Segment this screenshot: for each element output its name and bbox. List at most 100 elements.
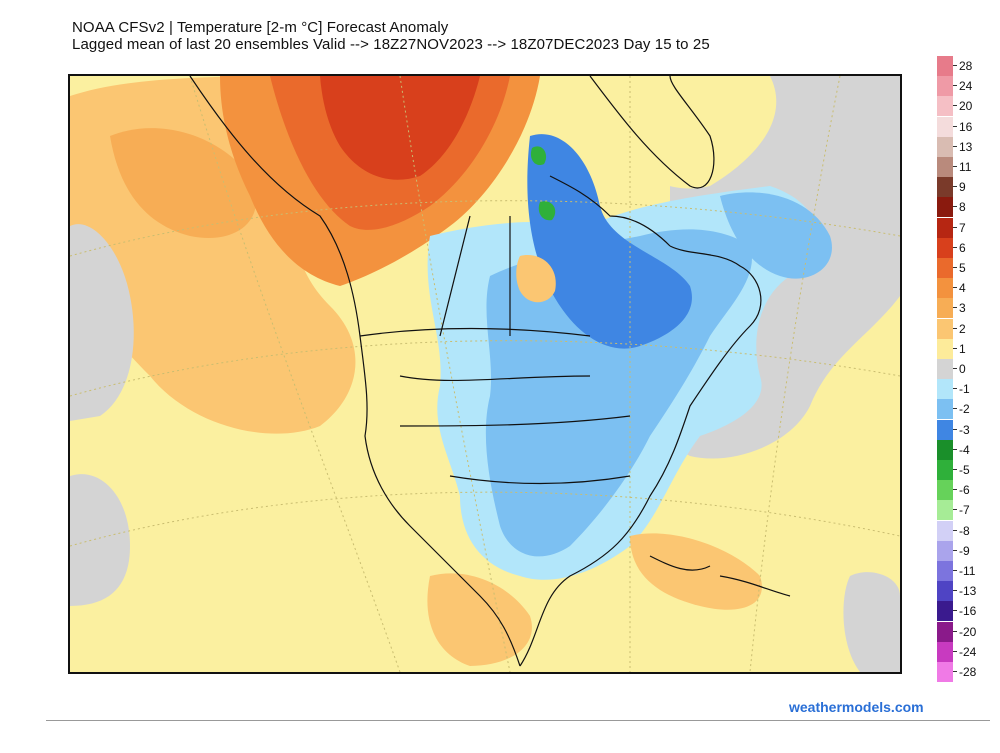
- legend-entry: 11: [937, 157, 993, 177]
- legend-entry: 0: [937, 359, 993, 379]
- legend-label: -13: [959, 584, 977, 599]
- legend-label: 6: [959, 240, 966, 255]
- legend-label: 9: [959, 180, 966, 195]
- legend-tick: [953, 388, 957, 390]
- anomaly-region-hudson-bay: [516, 255, 556, 303]
- legend-swatch: [937, 177, 953, 198]
- legend-label: -16: [959, 604, 977, 619]
- legend-tick: [953, 610, 957, 612]
- legend-tick: [953, 428, 957, 430]
- legend-tick: [953, 368, 957, 369]
- legend-tick: [953, 166, 957, 167]
- legend-tick: [953, 287, 957, 289]
- credit-text[interactable]: weathermodels.com: [789, 699, 924, 715]
- legend-entry: 2: [937, 318, 993, 339]
- legend-swatch: [937, 76, 953, 97]
- legend-label: 20: [959, 99, 973, 114]
- legend-swatch: [937, 237, 953, 258]
- legend-tick: [953, 469, 957, 470]
- legend-swatch: [937, 258, 953, 278]
- legend-label: -4: [959, 442, 970, 457]
- legend-swatch: [937, 359, 953, 379]
- legend-entry: 28: [937, 56, 993, 76]
- legend-tick: [953, 650, 957, 652]
- anomaly-region-nw-canada-hottest: [320, 76, 480, 180]
- anomaly-region-baffin-green: [530, 146, 547, 166]
- legend-label: 11: [959, 160, 972, 174]
- legend-swatch: [937, 399, 953, 420]
- legend-tick: [953, 226, 957, 228]
- legend-swatch: [937, 641, 953, 662]
- legend-swatch: [937, 439, 953, 460]
- legend-swatch: [937, 460, 953, 480]
- legend-tick: [953, 85, 957, 87]
- legend-tick: [953, 125, 957, 127]
- legend-label: -3: [959, 422, 970, 437]
- legend-label: 7: [959, 220, 966, 235]
- legend-entry: 5: [937, 258, 993, 278]
- legend-label: 2: [959, 321, 966, 336]
- legend-swatch: [937, 601, 953, 622]
- legend-tick: [953, 408, 957, 410]
- map-graticule: [70, 76, 900, 672]
- legend-swatch: [937, 662, 953, 682]
- anomaly-region-east-cold-3: [527, 134, 692, 349]
- legend-swatch: [937, 56, 953, 76]
- legend-entry: -11: [937, 561, 993, 581]
- legend-tick: [953, 186, 957, 188]
- legend-swatch: [937, 96, 953, 117]
- legend-label: 0: [959, 362, 966, 376]
- legend-swatch: [937, 278, 953, 299]
- legend-entry: -4: [937, 439, 993, 460]
- anomaly-map: [68, 74, 902, 674]
- map-coastlines: [189, 76, 791, 667]
- legend-label: 5: [959, 261, 966, 275]
- legend-swatch: [937, 338, 953, 359]
- legend-tick: [953, 590, 957, 592]
- legend-tick: [953, 347, 957, 349]
- legend-label: -20: [959, 624, 977, 639]
- legend-entry: 16: [937, 116, 993, 137]
- legend-label: 24: [959, 79, 973, 94]
- legend-entry: -7: [937, 500, 993, 521]
- legend-tick: [953, 246, 957, 248]
- legend-label: 1: [959, 341, 966, 356]
- legend-swatch: [937, 540, 953, 561]
- legend-entry: 9: [937, 177, 993, 198]
- anomaly-region-greenland: [620, 76, 777, 189]
- anomaly-region-labrador-cold: [720, 192, 832, 279]
- legend-swatch: [937, 500, 953, 521]
- legend-entry: -20: [937, 621, 993, 642]
- legend-swatch: [937, 197, 953, 218]
- legend-swatch: [937, 116, 953, 137]
- legend-label: -11: [959, 564, 976, 578]
- legend-swatch: [937, 298, 953, 319]
- legend-label: -28: [959, 665, 977, 679]
- legend-label: -2: [959, 402, 970, 417]
- chart-title: NOAA CFSv2 | Temperature [2-m °C] Foreca…: [72, 19, 710, 53]
- legend-swatch: [937, 136, 953, 157]
- legend-tick: [953, 509, 957, 511]
- legend-swatch: [937, 217, 953, 238]
- anomaly-map-svg: [70, 76, 900, 672]
- legend-tick: [953, 327, 957, 329]
- legend-label: 28: [959, 59, 973, 73]
- title-line-2: Lagged mean of last 20 ensembles Valid -…: [72, 36, 710, 53]
- legend-entry: -28: [937, 662, 993, 682]
- legend-entry: 4: [937, 278, 993, 299]
- legend-entry: -13: [937, 581, 993, 602]
- legend-entry: -9: [937, 540, 993, 561]
- legend-tick: [953, 105, 957, 107]
- legend-tick: [953, 145, 957, 147]
- legend-swatch: [937, 581, 953, 602]
- anomaly-region-caribbean-warm: [630, 533, 762, 610]
- legend-swatch: [937, 621, 953, 642]
- bottom-divider: [46, 720, 990, 721]
- legend-label: 4: [959, 281, 966, 296]
- legend-label: -1: [959, 382, 970, 397]
- legend-tick: [953, 570, 957, 571]
- anomaly-region-pacific-neutral: [70, 224, 134, 421]
- legend-label: -9: [959, 543, 970, 558]
- legend-tick: [953, 307, 957, 309]
- legend-swatch: [937, 520, 953, 541]
